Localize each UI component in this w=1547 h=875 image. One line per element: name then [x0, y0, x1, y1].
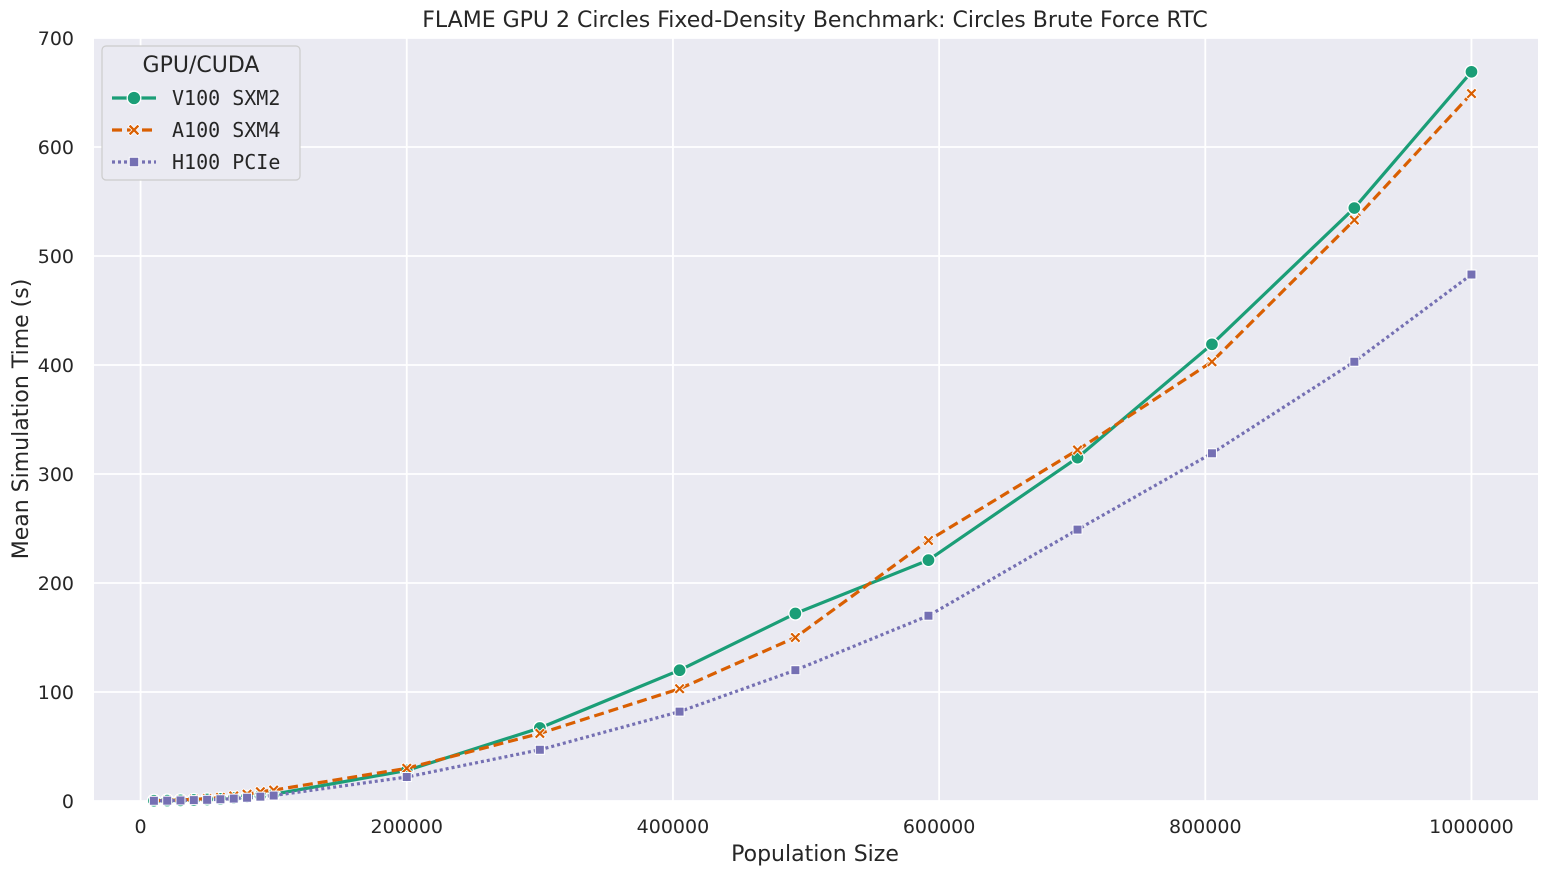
- y-tick-label: 300: [38, 464, 74, 486]
- y-tick-label: 0: [62, 791, 74, 813]
- x-tick-label: 600000: [903, 816, 976, 838]
- x-tick-label: 200000: [370, 816, 443, 838]
- legend-title: GPU/CUDA: [143, 53, 260, 78]
- legend-item: A100 SXM4: [112, 118, 280, 142]
- y-tick-label: 700: [38, 28, 74, 50]
- data-point: [534, 744, 545, 755]
- data-point: [788, 606, 803, 621]
- data-point: [921, 552, 936, 568]
- series-layer: [146, 64, 1479, 808]
- x-tick-label: 800000: [1169, 816, 1242, 838]
- x-axis-ticks: 0 200000 400000 600000 800000 1000000: [135, 816, 1514, 838]
- data-point: [1464, 64, 1479, 79]
- data-point: [673, 682, 686, 695]
- data-point: [215, 794, 226, 805]
- legend-item: H100 PCIe: [112, 150, 280, 174]
- data-point: [1348, 213, 1361, 227]
- x-tick-label: 1000000: [1429, 816, 1514, 838]
- y-tick-label: 600: [38, 137, 74, 159]
- legend: GPU/CUDA V100 SXM2 A100 SXM4 H100 PCIe: [101, 45, 301, 181]
- plot-area: [94, 38, 1538, 801]
- y-tick-label: 500: [38, 246, 74, 268]
- data-point: [126, 90, 142, 106]
- data-point: [128, 156, 140, 168]
- y-axis-ticks: 0 100 200 300 400 500 600 700: [38, 28, 74, 813]
- y-tick-label: 200: [38, 573, 74, 595]
- legend-label: H100 PCIe: [172, 150, 280, 174]
- data-point: [242, 792, 253, 803]
- chart-title: FLAME GPU 2 Circles Fixed-Density Benchm…: [422, 8, 1207, 33]
- data-point: [1071, 443, 1084, 457]
- data-point: [789, 631, 802, 644]
- data-point: [790, 665, 801, 676]
- data-point: [401, 772, 412, 783]
- data-point: [1349, 356, 1360, 367]
- data-point: [268, 790, 279, 801]
- legend-items: V100 SXM2 A100 SXM4 H100 PCIe: [112, 86, 280, 174]
- legend-item: V100 SXM2: [112, 86, 280, 110]
- data-point: [255, 791, 266, 802]
- data-point: [922, 534, 935, 547]
- data-point: [1205, 355, 1219, 368]
- data-point: [202, 794, 213, 805]
- data-point: [175, 795, 186, 806]
- data-point: [923, 610, 934, 621]
- data-point: [674, 706, 685, 717]
- legend-box: [101, 45, 301, 181]
- data-point: [148, 795, 159, 806]
- data-point: [127, 123, 141, 137]
- data-point: [228, 793, 239, 804]
- data-point: [672, 663, 687, 678]
- data-point: [1072, 524, 1083, 535]
- legend-label: A100 SXM4: [172, 118, 280, 142]
- series-h100-pcie: [148, 269, 1477, 806]
- data-point: [188, 795, 199, 806]
- x-tick-label: 0: [135, 816, 147, 838]
- x-tick-label: 400000: [637, 816, 710, 838]
- data-point: [1347, 200, 1362, 216]
- data-point: [1466, 269, 1477, 280]
- data-point: [533, 727, 546, 740]
- y-axis-label: Mean Simulation Time (s): [9, 279, 34, 560]
- x-axis-label: Population Size: [731, 842, 899, 867]
- legend-label: V100 SXM2: [172, 86, 280, 110]
- data-point: [1204, 337, 1220, 352]
- y-tick-label: 100: [38, 682, 74, 704]
- data-point: [1206, 448, 1217, 459]
- data-point: [400, 762, 413, 775]
- data-point: [162, 795, 173, 806]
- y-tick-label: 400: [38, 355, 74, 377]
- data-point: [1465, 87, 1478, 100]
- grid: [94, 37, 1538, 802]
